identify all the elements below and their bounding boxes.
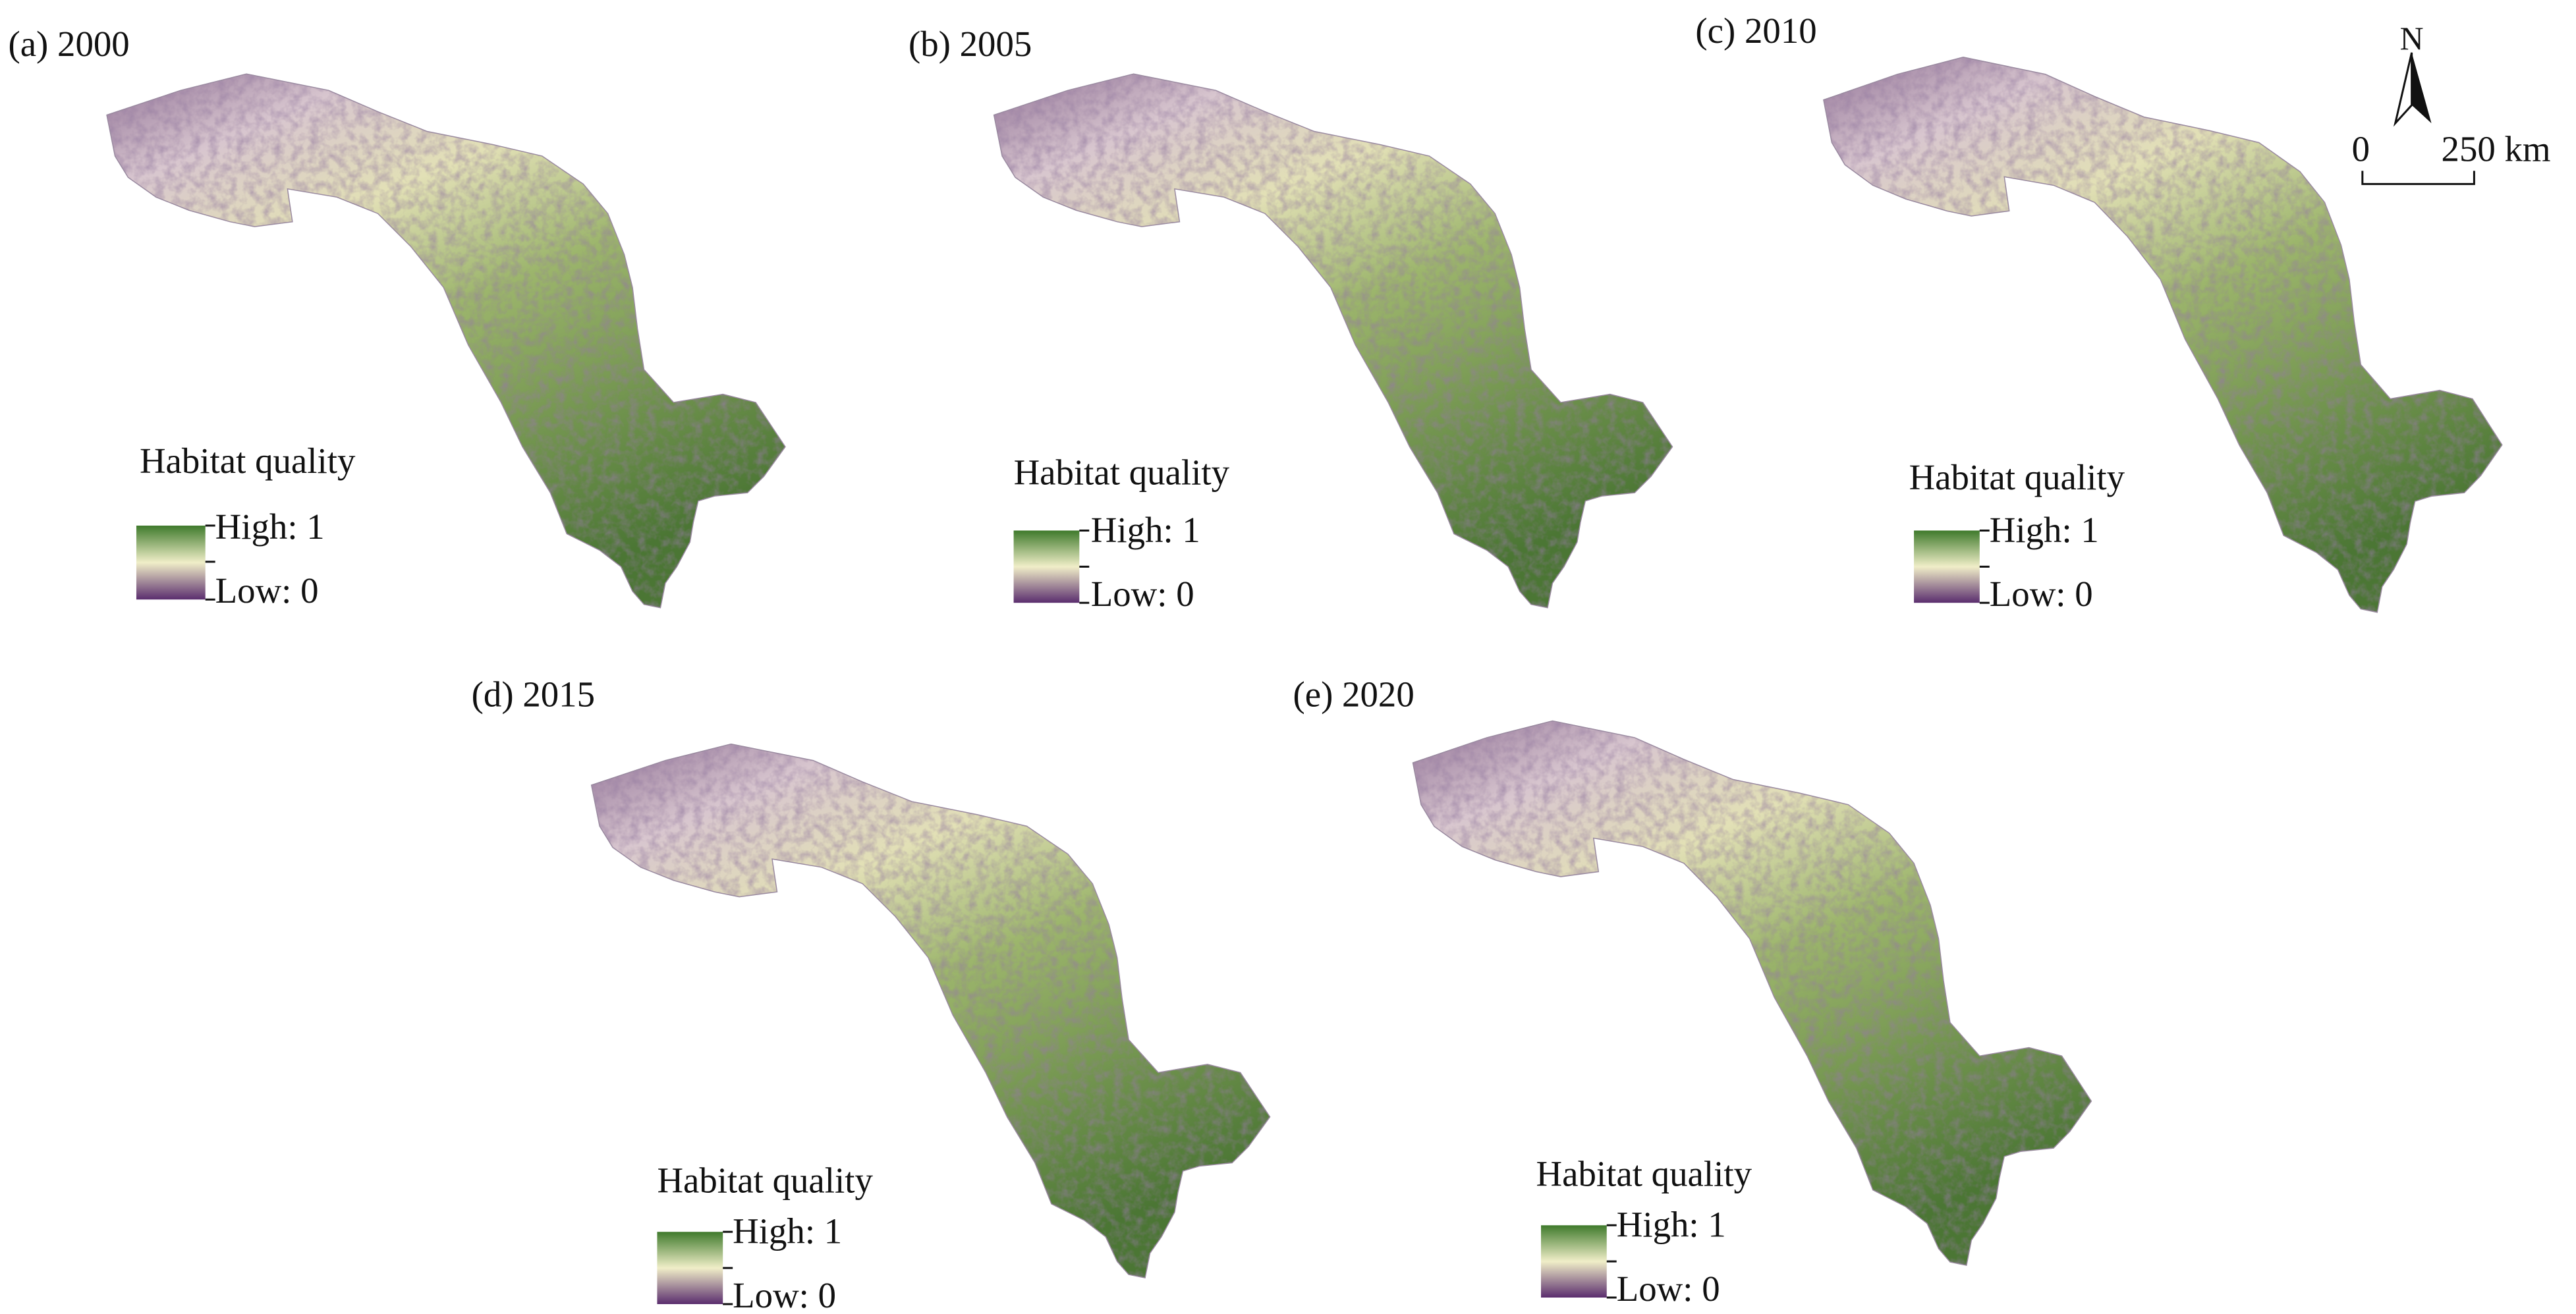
legend-bar [1914, 530, 1980, 603]
legend-title: Habitat quality [1014, 452, 1230, 493]
legend-bar [136, 526, 206, 600]
legend-high: High: 1 [1091, 510, 1200, 550]
panel-label: (e) 2020 [1293, 674, 1414, 714]
panel-label: (d) 2015 [472, 674, 595, 714]
legend-bar [1541, 1225, 1607, 1298]
panel-label: (b) 2005 [909, 24, 1032, 64]
legend-low: Low: 0 [733, 1275, 836, 1314]
north-arrow: N [2393, 20, 2432, 127]
legend-title: Habitat quality [1909, 457, 2125, 497]
north-label: N [2400, 20, 2424, 57]
map [1405, 713, 2103, 1274]
legend-bar [1013, 530, 1080, 603]
scale-bar: 0 250 km [2352, 128, 2551, 185]
legend-bar [657, 1232, 723, 1304]
panel-d: (d) 2015 Habitat quality High: 1 Low: 0 [472, 674, 1281, 1314]
panel-b: (b) 2005 Habitat quality High: 1 Low: 0 [909, 24, 1684, 616]
legend-high: High: 1 [215, 506, 325, 547]
legend-low: Low: 0 [1617, 1269, 1720, 1309]
panel-label: (c) 2010 [1695, 11, 1816, 51]
scale-start: 0 [2352, 128, 2370, 169]
panel-c: (c) 2010 Habitat quality High: 1 Low: 0 [1695, 11, 2513, 621]
legend-title: Habitat quality [1536, 1153, 1752, 1193]
legend-low: Low: 0 [215, 570, 319, 611]
panel-label: (a) 2000 [8, 24, 129, 64]
legend-low: Low: 0 [1990, 574, 2093, 614]
legend-low: Low: 0 [1091, 574, 1194, 614]
legend-high: High: 1 [733, 1211, 842, 1251]
panel-a: (a) 2000 Habitat quality High: 1 Low: 0 [8, 24, 797, 616]
legend-title: Habitat quality [140, 441, 356, 481]
map [583, 736, 1281, 1286]
panel-e: (e) 2020 Habitat quality High: 1 Low: 0 [1293, 674, 2102, 1309]
legend-title: Habitat quality [657, 1160, 873, 1200]
scale-end: 250 km [2442, 128, 2551, 169]
legend-high: High: 1 [1990, 510, 2099, 550]
legend-high: High: 1 [1617, 1205, 1726, 1245]
